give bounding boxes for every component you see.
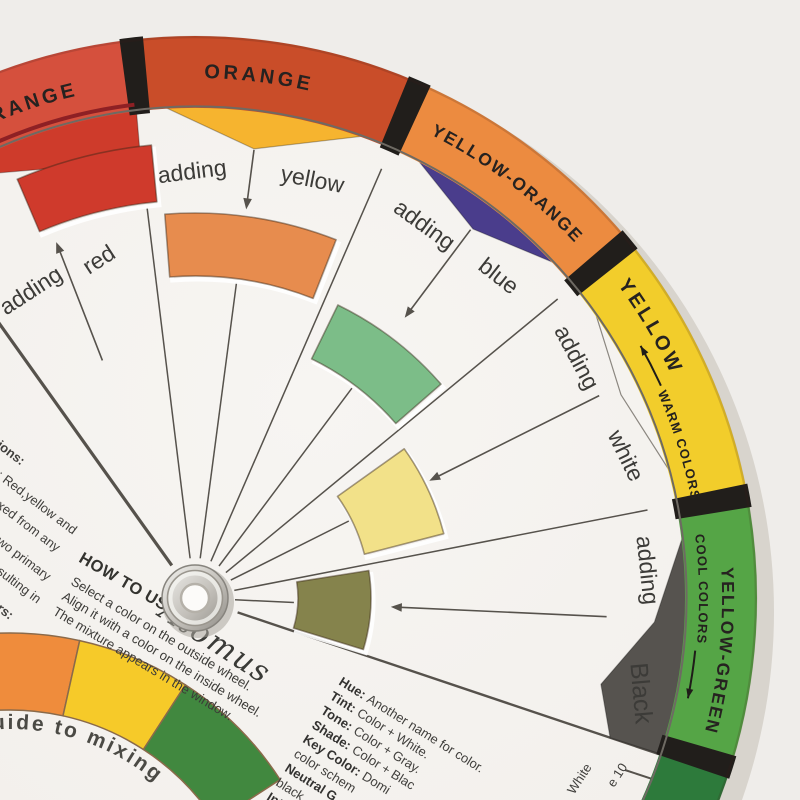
mixing-guide-ring	[0, 632, 282, 800]
grommet-hole	[179, 582, 211, 614]
definition-intensity: Int	[264, 789, 286, 800]
outer-color-ring	[0, 35, 758, 800]
ring-segment-green	[641, 745, 731, 800]
center-grommet	[161, 564, 234, 638]
ring-segment-yellow-orange	[390, 82, 629, 287]
adding-black-word: Black	[624, 662, 657, 726]
disc-divider-lines	[0, 149, 673, 760]
ring-label-cool-colors: COOL COLORS	[692, 533, 711, 645]
mixture-windows	[16, 144, 449, 656]
ring-segment-orange	[131, 35, 420, 149]
ring-segment-yellow	[573, 240, 748, 509]
ring-segment-red-orange	[0, 39, 140, 149]
